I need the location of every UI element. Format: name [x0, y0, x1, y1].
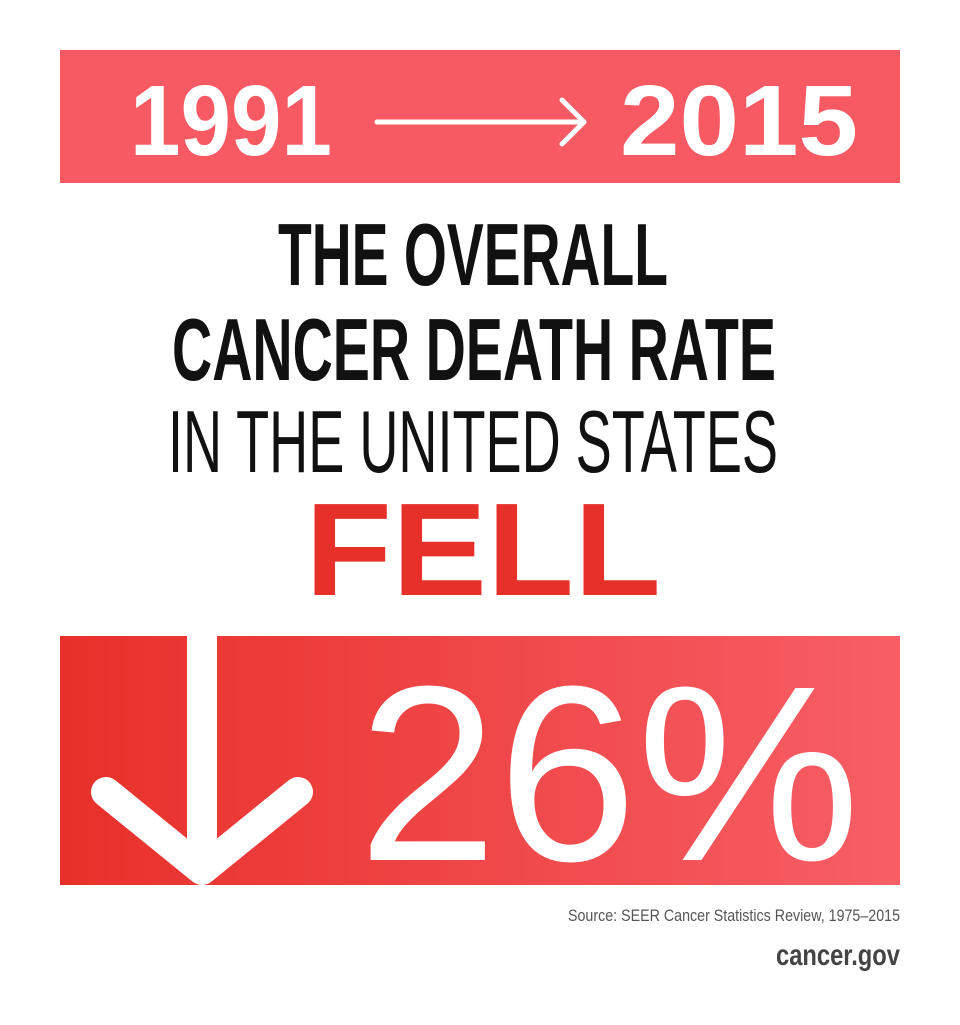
start-year: 1991 — [130, 65, 332, 177]
change-value: 26% — [358, 634, 860, 913]
source-note: Source: SEER Cancer Statistics Review, 1… — [568, 906, 900, 925]
year-banner — [60, 50, 900, 183]
statement-line: IN THE UNITED STATES — [168, 392, 778, 491]
year-arrow — [374, 97, 587, 147]
site-link: cancer.gov — [776, 939, 900, 972]
statement-line: CANCER DEATH RATE — [172, 300, 776, 399]
down-arrow — [91, 621, 313, 885]
statement-verb: FELL — [305, 476, 661, 623]
statement-line: THE OVERALL — [278, 205, 668, 304]
end-year: 2015 — [620, 65, 858, 177]
